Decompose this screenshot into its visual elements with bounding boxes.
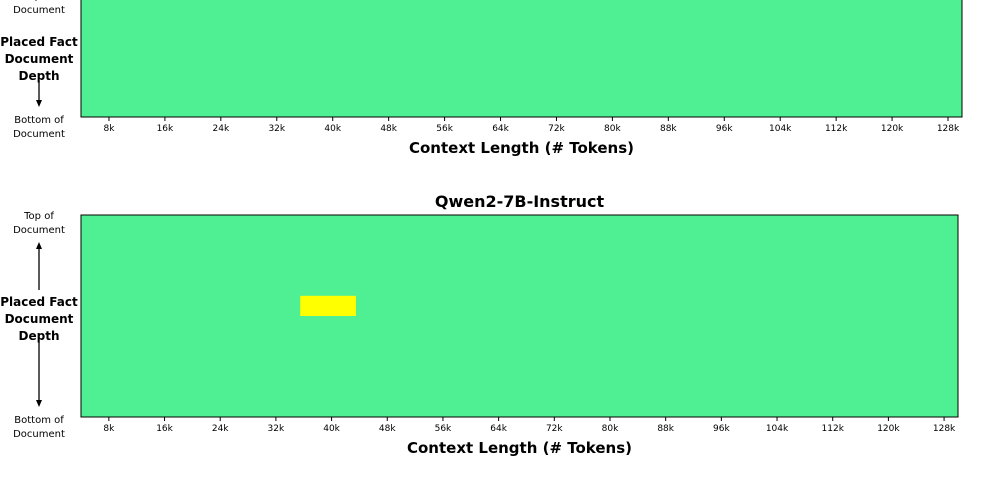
- x-tick-label: 104k: [766, 424, 789, 434]
- x-tick-label: 96k: [716, 124, 733, 134]
- down-arrow-head-icon: [36, 100, 42, 107]
- x-tick-label: 32k: [268, 124, 285, 134]
- x-tick-label: 8k: [103, 124, 115, 134]
- x-tick-label: 40k: [324, 124, 341, 134]
- x-axis-label: Context Length (# Tokens): [409, 139, 634, 157]
- x-tick-label: 72k: [548, 124, 565, 134]
- y-top-label: Document: [13, 225, 65, 236]
- chart-title: Qwen2-7B-Instruct: [435, 192, 605, 211]
- x-tick-label: 48k: [380, 124, 397, 134]
- x-tick-label: 120k: [877, 424, 900, 434]
- x-tick-label: 16k: [156, 424, 173, 434]
- x-tick-label: 40k: [323, 424, 340, 434]
- x-axis-label: Context Length (# Tokens): [407, 439, 632, 457]
- y-axis-label: Depth: [19, 329, 60, 343]
- heatmap-cell-highlight: [300, 295, 356, 316]
- x-tick-label: 16k: [157, 124, 174, 134]
- x-tick-label: 64k: [490, 424, 507, 434]
- heatmap-area: [81, 0, 962, 117]
- x-tick-label: 128k: [937, 124, 960, 134]
- x-tick-label: 8k: [103, 424, 115, 434]
- x-tick-label: 24k: [212, 424, 229, 434]
- y-bottom-label: Document: [13, 429, 65, 440]
- plot-frame: [80, 214, 959, 418]
- x-tick-label: 80k: [602, 424, 619, 434]
- x-tick-label: 128k: [933, 424, 956, 434]
- x-tick-label: 88k: [657, 424, 674, 434]
- y-bottom-label: Document: [13, 129, 65, 140]
- x-tick-label: 104k: [769, 124, 792, 134]
- x-tick-label: 56k: [436, 124, 453, 134]
- x-tick-label: 56k: [435, 424, 452, 434]
- x-tick-label: 72k: [546, 424, 563, 434]
- y-bottom-label: Bottom of: [14, 415, 64, 426]
- x-tick-label: 112k: [822, 424, 845, 434]
- up-arrow-head-icon: [36, 242, 42, 249]
- x-tick-label: 32k: [268, 424, 285, 434]
- plot-frame: [80, 0, 963, 118]
- x-tick-label: 88k: [660, 124, 677, 134]
- x-tick-label: 48k: [379, 424, 396, 434]
- down-arrow-head-icon: [36, 400, 42, 407]
- y-top-label: Top of: [23, 0, 54, 2]
- y-top-label: Document: [13, 5, 65, 16]
- y-bottom-label: Bottom of: [14, 115, 64, 126]
- y-axis-label: Placed Fact: [0, 295, 78, 309]
- y-axis-label: Document: [5, 312, 74, 326]
- y-top-label: Top of: [23, 211, 54, 222]
- x-tick-label: 112k: [825, 124, 848, 134]
- x-tick-label: 80k: [604, 124, 621, 134]
- x-tick-label: 120k: [881, 124, 904, 134]
- x-tick-label: 96k: [713, 424, 730, 434]
- y-axis-label: Depth: [19, 69, 60, 83]
- heatmap-area: [81, 215, 958, 417]
- x-tick-label: 64k: [492, 124, 509, 134]
- y-axis-label: Document: [5, 52, 74, 66]
- x-tick-label: 24k: [213, 124, 230, 134]
- y-axis-label: Placed Fact: [0, 35, 78, 49]
